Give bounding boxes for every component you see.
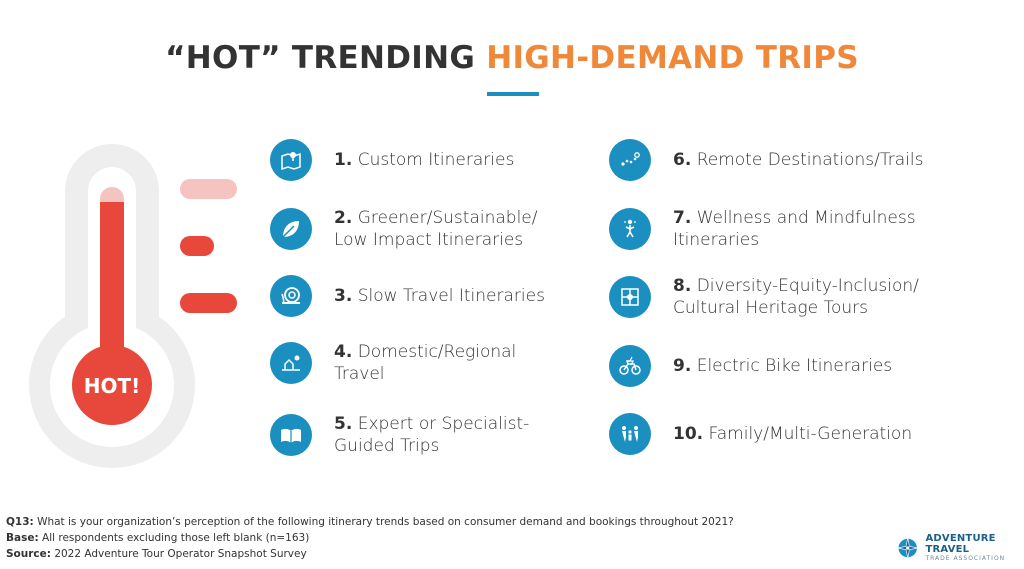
trip-item-4: 4. Domestic/Regional Travel bbox=[270, 341, 516, 385]
trip-item-2: 2. Greener/Sustainable/Low Impact Itiner… bbox=[270, 207, 537, 251]
logo-line-1: ADVENTURE TRAVEL bbox=[925, 533, 996, 555]
snail-icon bbox=[270, 275, 312, 317]
page-title: “HOT” TRENDING HIGH-DEMAND TRIPS bbox=[0, 40, 1024, 76]
footnote-source: Source: 2022 Adventure Tour Operator Sna… bbox=[6, 548, 307, 560]
trip-label-7: 7. Wellness and Mindfulness Itineraries bbox=[673, 208, 916, 250]
trip-label-3: 3. Slow Travel Itineraries bbox=[334, 286, 545, 306]
trip-item-3: 3. Slow Travel Itineraries bbox=[270, 275, 545, 317]
trip-label-8: 8. Diversity-Equity-Inclusion/Cultural H… bbox=[673, 276, 919, 318]
trail-dots-icon bbox=[609, 139, 651, 181]
level-mark-low bbox=[180, 293, 237, 313]
title-part-1: “HOT” TRENDING bbox=[165, 40, 476, 76]
bulb-label: HOT! bbox=[84, 374, 141, 398]
trip-item-1: 1. Custom Itineraries bbox=[270, 139, 514, 181]
meditation-figure-icon bbox=[609, 208, 651, 250]
trip-item-8: 8. Diversity-Equity-Inclusion/Cultural H… bbox=[609, 275, 919, 319]
trip-item-7: 7. Wellness and Mindfulness Itineraries bbox=[609, 207, 916, 251]
trip-label-2: 2. Greener/Sustainable/Low Impact Itiner… bbox=[334, 208, 538, 250]
logo-line-2: TRADE ASSOCIATION bbox=[925, 555, 1006, 562]
thermometer-graphic: HOT! bbox=[29, 144, 237, 468]
trip-label-10: 10. Family/Multi-Generation bbox=[673, 424, 913, 444]
trip-item-10: 10. Family/Multi-Generation bbox=[609, 413, 912, 455]
electric-bike-icon bbox=[609, 345, 651, 387]
trip-label-6: 6. Remote Destinations/Trails bbox=[673, 150, 924, 170]
trip-item-9: 9. Electric Bike Itineraries bbox=[609, 345, 892, 387]
mercury-bulb bbox=[72, 345, 152, 425]
joined-hands-icon bbox=[609, 276, 651, 318]
survey-footnote: Q13: What is your organization’s percept… bbox=[6, 514, 734, 562]
title-underline bbox=[487, 92, 539, 96]
trip-label-9: 9. Electric Bike Itineraries bbox=[673, 356, 893, 376]
trip-label-5: 5. Expert or Specialist- Guided Trips bbox=[334, 414, 530, 456]
footnote-base: Base: All respondents excluding those le… bbox=[6, 532, 310, 544]
house-landscape-icon bbox=[270, 342, 312, 384]
trip-item-6: 6. Remote Destinations/Trails bbox=[609, 139, 923, 181]
title-part-2: HIGH-DEMAND TRIPS bbox=[486, 40, 859, 76]
leaf-icon bbox=[270, 208, 312, 250]
open-book-icon bbox=[270, 414, 312, 456]
level-mark-mid bbox=[180, 236, 214, 256]
trip-item-5: 5. Expert or Specialist- Guided Trips bbox=[270, 413, 529, 457]
compass-globe-icon bbox=[897, 537, 918, 558]
atta-logo: ADVENTURE TRAVEL TRADE ASSOCIATION bbox=[896, 533, 1024, 562]
map-pin-icon bbox=[270, 139, 312, 181]
trip-label-1: 1. Custom Itineraries bbox=[334, 150, 515, 170]
trip-label-4: 4. Domestic/Regional Travel bbox=[334, 342, 517, 384]
level-mark-high bbox=[180, 179, 237, 199]
footnote-question: Q13: What is your organization’s percept… bbox=[6, 516, 734, 528]
family-icon bbox=[609, 413, 651, 455]
